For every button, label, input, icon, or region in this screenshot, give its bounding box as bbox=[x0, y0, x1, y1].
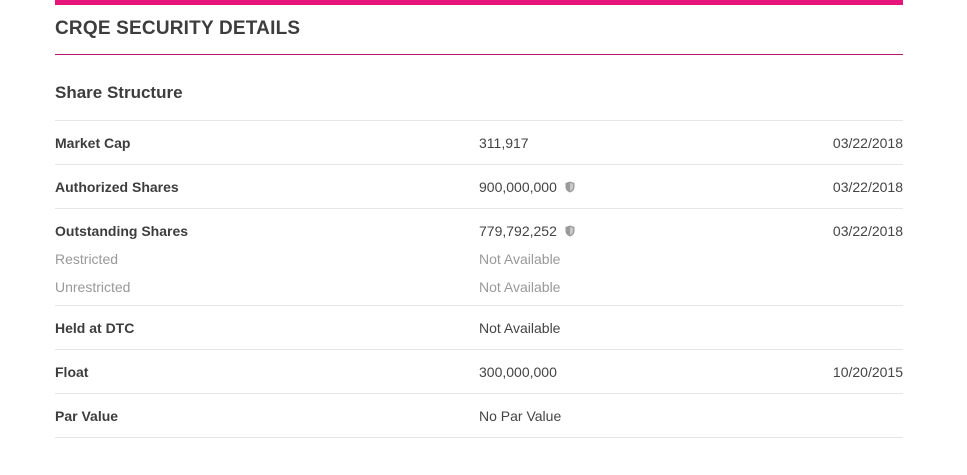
sub-row-unrestricted: Unrestricted Not Available bbox=[55, 273, 903, 301]
row-date: 03/22/2018 bbox=[832, 179, 903, 195]
row-held-at-dtc: Held at DTC Not Available bbox=[55, 306, 903, 350]
accent-bar bbox=[55, 0, 903, 5]
sub-row-value: Not Available bbox=[479, 279, 561, 295]
row-label: Outstanding Shares bbox=[55, 223, 189, 239]
row-label: Float bbox=[55, 364, 89, 380]
sub-row-restricted: Restricted Not Available bbox=[55, 245, 903, 273]
row-label: Held at DTC bbox=[55, 320, 135, 336]
row-market-cap: Market Cap 311,917 03/22/2018 bbox=[55, 121, 903, 165]
sub-row-label: Restricted bbox=[55, 251, 119, 267]
row-value: Not Available bbox=[479, 320, 561, 336]
row-date: 03/22/2018 bbox=[832, 135, 903, 151]
row-value: 900,000,000 bbox=[479, 173, 575, 201]
row-outstanding-shares: Outstanding Shares 779,792,252 03/22/201… bbox=[55, 209, 903, 306]
row-date: 03/22/2018 bbox=[832, 223, 903, 239]
row-float: Float 300,000,000 10/20/2015 bbox=[55, 350, 903, 394]
row-label: Par Value bbox=[55, 408, 119, 424]
row-authorized-shares: Authorized Shares 900,000,000 03/22/2018 bbox=[55, 165, 903, 209]
row-label: Market Cap bbox=[55, 135, 131, 151]
security-details-panel: CRQE SECURITY DETAILS Share Structure Ma… bbox=[55, 0, 903, 438]
section-title-share-structure: Share Structure bbox=[55, 55, 903, 121]
row-value: No Par Value bbox=[479, 408, 562, 424]
row-value: 779,792,252 bbox=[479, 217, 575, 245]
row-value: 311,917 bbox=[479, 135, 529, 151]
page-title: CRQE SECURITY DETAILS bbox=[55, 5, 903, 55]
sub-row-value: Not Available bbox=[479, 251, 561, 267]
shield-icon[interactable] bbox=[565, 225, 575, 237]
shield-icon[interactable] bbox=[565, 181, 575, 193]
row-label: Authorized Shares bbox=[55, 179, 179, 195]
sub-row-label: Unrestricted bbox=[55, 279, 131, 295]
row-value: 300,000,000 bbox=[479, 364, 557, 380]
row-date: 10/20/2015 bbox=[832, 364, 903, 380]
row-par-value: Par Value No Par Value bbox=[55, 394, 903, 438]
